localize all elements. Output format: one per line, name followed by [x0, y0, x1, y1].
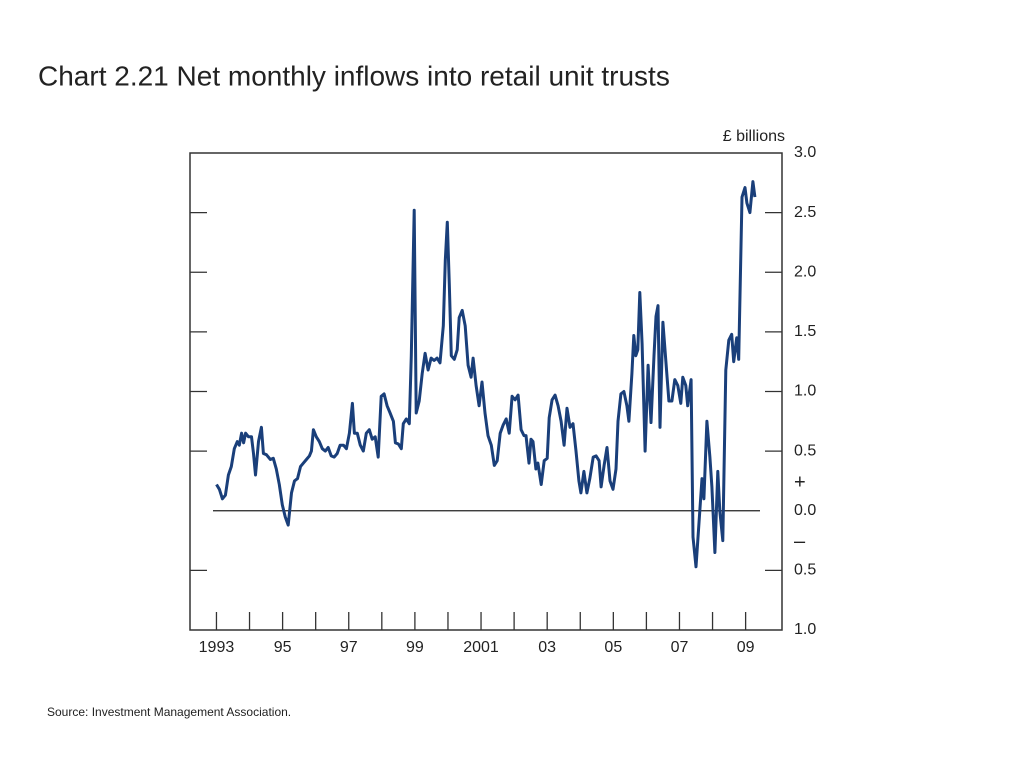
y-tick-label: 1.0: [794, 621, 816, 638]
y-tick-label: 1.0: [794, 383, 816, 400]
y-tick-label: 2.5: [794, 204, 816, 221]
x-tick-label: 03: [538, 639, 556, 656]
x-tick-label: 09: [737, 639, 755, 656]
x-tick-label: 95: [274, 639, 292, 656]
annotation: +: [794, 471, 806, 493]
x-tick-label: 97: [340, 639, 358, 656]
y-tick-label: 2.0: [794, 263, 816, 280]
x-tick-label: 99: [406, 639, 424, 656]
data-line: [215, 180, 757, 569]
x-tick-label: 2001: [463, 639, 499, 656]
y-tick-label: 0.5: [794, 442, 816, 459]
x-tick-label: 05: [604, 639, 622, 656]
annotation: –: [794, 530, 806, 552]
y-tick-label: 0.5: [794, 562, 816, 579]
plot-frame: [189, 152, 783, 631]
y-axis-label: £ billions: [723, 128, 785, 145]
y-tick-label: 3.0: [794, 144, 816, 161]
y-tick-label: 1.5: [794, 323, 816, 340]
chart-title: Chart 2.21 Net monthly inflows into reta…: [38, 60, 670, 91]
source-note: Source: Investment Management Associatio…: [47, 705, 291, 719]
x-tick-label: 07: [671, 639, 689, 656]
x-tick-label: 1993: [199, 639, 235, 656]
y-tick-label: 0.0: [794, 502, 816, 519]
